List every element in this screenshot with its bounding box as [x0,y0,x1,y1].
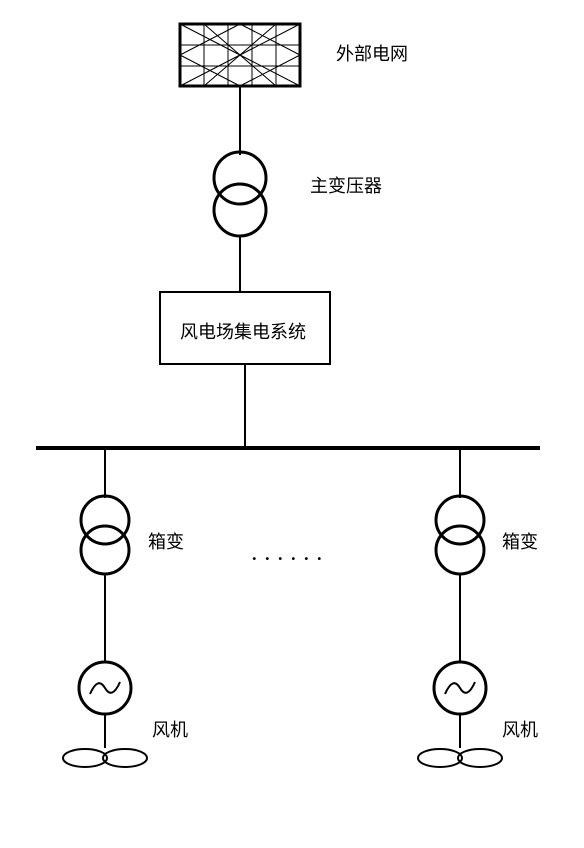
main-transformer-node [214,152,266,236]
wind-turbine-left [79,662,131,714]
blades-left [63,749,147,767]
label-box-tx-right: 箱变 [502,528,538,554]
label-wt-left: 风机 [152,716,188,742]
label-collection-system: 风电场集电系统 [180,318,306,344]
box-transformer-right [436,496,484,574]
blades-right [418,749,502,767]
label-main-transformer: 主变压器 [310,172,382,198]
box-transformer-left [81,496,129,574]
wind-turbine-right [434,662,486,714]
label-box-tx-left: 箱变 [148,528,184,554]
diagram-canvas [0,0,584,848]
label-external-grid: 外部电网 [336,40,408,66]
label-wt-right: 风机 [502,716,538,742]
external-grid-node [180,24,300,86]
ellipsis: ．．．．．． [250,540,337,566]
